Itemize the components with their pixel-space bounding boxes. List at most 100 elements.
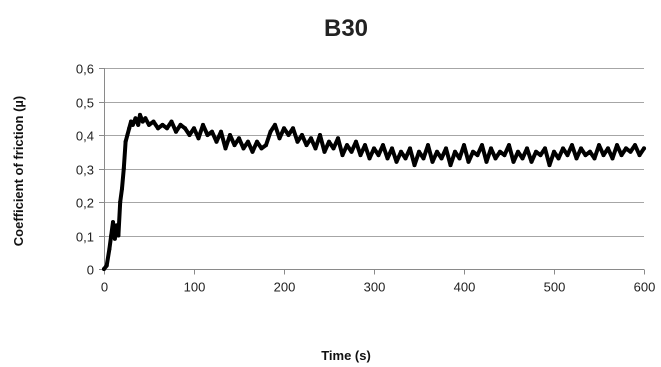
data-point (118, 200, 123, 204)
data-point (277, 136, 282, 141)
data-point (511, 159, 516, 164)
data-point (340, 153, 345, 158)
axes (99, 68, 645, 275)
data-point (156, 126, 160, 131)
data-point (123, 139, 128, 144)
data-point (381, 143, 385, 148)
data-point (255, 139, 259, 144)
data-point (529, 159, 534, 164)
x-tick-label: 300 (364, 280, 386, 295)
data-point (457, 156, 462, 161)
data-point (493, 156, 498, 161)
data-point (403, 156, 408, 161)
data-point (143, 116, 148, 121)
data-point (448, 163, 453, 168)
data-point (178, 122, 183, 127)
data-point (107, 246, 112, 251)
data-point (210, 129, 214, 134)
data-point (151, 119, 156, 124)
data-point (114, 223, 119, 228)
data-point (547, 163, 552, 168)
y-tick-label: 0,4 (76, 129, 94, 144)
data-point (336, 136, 340, 141)
data-point (264, 143, 268, 148)
data-point (543, 146, 547, 151)
data-point (498, 149, 502, 154)
data-point (619, 153, 624, 158)
data-point (127, 126, 132, 131)
data-point (130, 122, 135, 127)
data-point (525, 146, 529, 151)
data-point (439, 156, 444, 161)
data-point (633, 143, 637, 148)
data-point (435, 149, 439, 154)
data-point (471, 149, 475, 154)
gridlines (104, 68, 644, 237)
data-point (273, 122, 277, 127)
chart-title: B30 (324, 15, 368, 42)
plot-area (102, 112, 646, 271)
data-point (592, 156, 597, 161)
data-point (147, 122, 151, 127)
data-point (358, 153, 363, 158)
data-point (259, 146, 264, 151)
data-point (187, 133, 192, 137)
data-point (628, 149, 633, 154)
data-point (430, 159, 435, 164)
data-point (484, 159, 489, 164)
data-point (417, 149, 421, 154)
data-point (232, 143, 237, 148)
data-point (268, 129, 273, 134)
data-point (624, 146, 628, 151)
data-point (489, 146, 493, 151)
data-point (165, 126, 169, 131)
data-point (579, 146, 583, 151)
data-point (140, 119, 145, 124)
data-point (304, 143, 309, 148)
data-point (196, 136, 201, 141)
x-tick-label: 600 (634, 280, 656, 295)
data-point (125, 133, 130, 137)
data-point (250, 149, 255, 154)
data-point (570, 143, 574, 148)
data-point (408, 146, 412, 151)
y-axis-label: Coefficient of friction (µ) (11, 96, 26, 246)
data-point (282, 126, 286, 131)
y-tick-label: 0 (87, 263, 94, 278)
data-point (327, 139, 331, 144)
series-line-0 (102, 112, 646, 271)
x-axis-label: Time (s) (321, 348, 371, 363)
data-point (111, 220, 115, 225)
x-tick-label: 500 (544, 280, 566, 295)
data-point (160, 122, 165, 127)
data-point (462, 143, 466, 148)
data-point (349, 149, 354, 154)
x-tick-label: 100 (184, 280, 206, 295)
data-point (610, 156, 615, 161)
data-point (354, 139, 358, 144)
data-point (376, 153, 381, 158)
data-point (121, 166, 126, 171)
data-point (426, 143, 430, 148)
series-points-0 (102, 112, 646, 271)
data-point (412, 163, 417, 168)
data-point (136, 122, 141, 127)
y-tick-label: 0,3 (76, 163, 94, 178)
data-point (237, 136, 241, 141)
data-point (552, 149, 556, 154)
data-point (606, 146, 610, 151)
data-point (637, 153, 642, 158)
data-point (286, 133, 291, 137)
data-point (421, 156, 426, 161)
tick-labels: 0 0,1 0,2 0,3 0,4 0,5 0,6 0 100 200 300 400 500 600 (76, 62, 655, 295)
data-point (588, 149, 592, 154)
data-point (601, 153, 606, 158)
data-point (615, 143, 619, 148)
data-point (534, 149, 538, 154)
data-point (507, 143, 511, 148)
data-point (390, 146, 394, 151)
data-point (372, 146, 376, 151)
y-tick-label: 0,1 (76, 230, 94, 245)
data-point (475, 153, 480, 158)
